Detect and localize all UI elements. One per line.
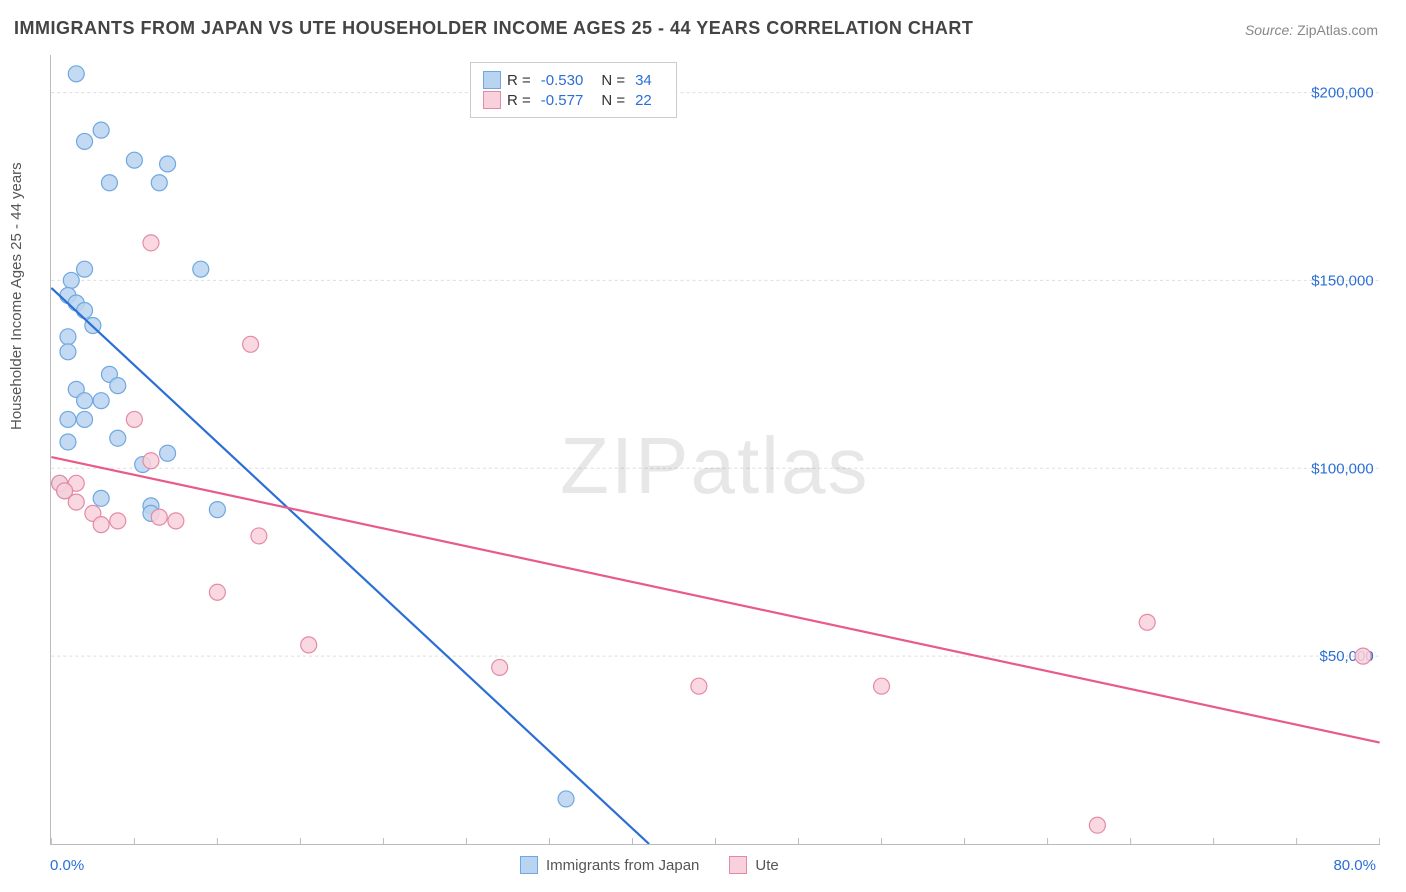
r-value-ute: -0.577	[541, 92, 584, 109]
series-legend: Immigrants from Japan Ute	[520, 856, 779, 874]
n-label: N =	[601, 92, 625, 109]
correlation-legend: R = -0.530 N = 34 R = -0.577 N = 22	[470, 62, 677, 118]
n-value-ute: 22	[635, 92, 652, 109]
legend-row-japan: R = -0.530 N = 34	[483, 71, 664, 89]
r-label: R =	[507, 72, 531, 89]
swatch-ute-icon	[729, 856, 747, 874]
legend-label-ute: Ute	[755, 857, 778, 874]
source-prefix: Source:	[1245, 22, 1293, 38]
x-axis-max: 80.0%	[1333, 857, 1376, 874]
chart-container: IMMIGRANTS FROM JAPAN VS UTE HOUSEHOLDER…	[0, 0, 1406, 892]
legend-label-japan: Immigrants from Japan	[546, 857, 699, 874]
n-label: N =	[601, 72, 625, 89]
swatch-japan-icon	[520, 856, 538, 874]
y-axis-label: Householder Income Ages 25 - 44 years	[8, 162, 25, 430]
chart-title: IMMIGRANTS FROM JAPAN VS UTE HOUSEHOLDER…	[14, 18, 973, 39]
r-label: R =	[507, 92, 531, 109]
swatch-japan-icon	[483, 71, 501, 89]
scatter-plot: $50,000$100,000$150,000$200,000	[50, 55, 1380, 845]
svg-text:$150,000: $150,000	[1311, 272, 1373, 289]
chart-source: Source: ZipAtlas.com	[1245, 22, 1378, 38]
legend-item-japan: Immigrants from Japan	[520, 856, 699, 874]
legend-row-ute: R = -0.577 N = 22	[483, 91, 664, 109]
svg-text:$100,000: $100,000	[1311, 460, 1373, 477]
r-value-japan: -0.530	[541, 72, 584, 89]
x-axis-min: 0.0%	[50, 857, 84, 874]
legend-item-ute: Ute	[729, 856, 778, 874]
swatch-ute-icon	[483, 91, 501, 109]
source-name: ZipAtlas.com	[1297, 22, 1378, 38]
svg-text:$200,000: $200,000	[1311, 85, 1373, 102]
n-value-japan: 34	[635, 72, 652, 89]
